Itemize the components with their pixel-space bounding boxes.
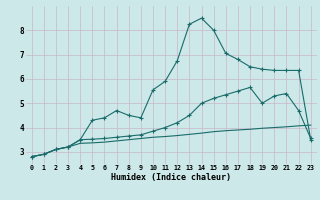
X-axis label: Humidex (Indice chaleur): Humidex (Indice chaleur) [111,173,231,182]
